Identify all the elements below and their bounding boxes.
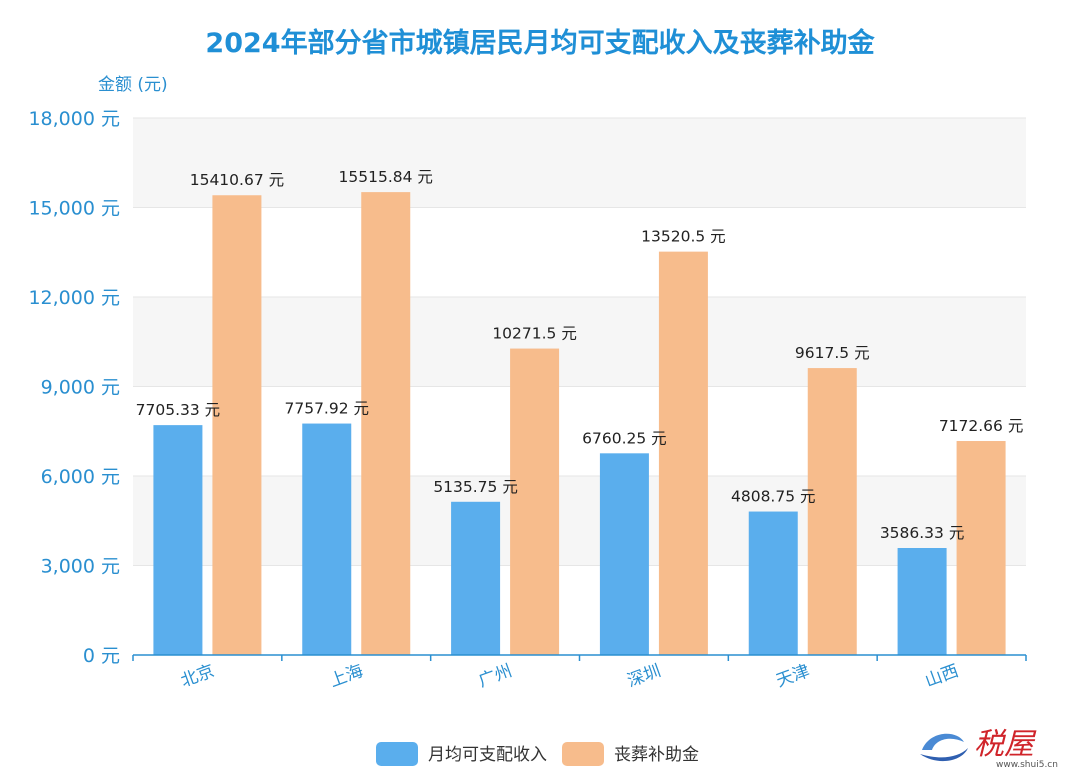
grid-band <box>133 297 1026 387</box>
x-tick-label: 天津 <box>774 661 813 691</box>
bar-labels: 7705.33 元 7757.92 元 5135.75 元 6760.25 元 4808… <box>136 168 1024 542</box>
legend-label: 丧葬补助金 <box>614 745 699 765</box>
y-axis-ticks: 0 元 3,000 元 6,000 元 9,000 元 12,000 元 15,000 元… <box>28 108 120 667</box>
bar-income <box>599 453 649 655</box>
legend-item-funeral-subsidy[interactable]: 丧葬补助金 <box>562 742 699 766</box>
x-tick-label: 深圳 <box>625 661 664 691</box>
bar-data-label: 15515.84 元 <box>339 168 433 186</box>
bar-funeral-subsidy <box>956 441 1006 655</box>
bar-data-label: 3586.33 元 <box>880 524 965 542</box>
bar-data-label: 7172.66 元 <box>939 417 1024 435</box>
bar-income <box>897 548 947 655</box>
bar-funeral-subsidy <box>212 195 262 655</box>
bar-data-label: 7705.33 元 <box>136 401 221 419</box>
bar-data-label: 10271.5 元 <box>492 325 577 343</box>
bar-income <box>302 423 352 655</box>
y-tick-label: 18,000 元 <box>28 108 120 130</box>
bar-data-label: 15410.67 元 <box>190 171 284 189</box>
bar-data-label: 4808.75 元 <box>731 488 816 506</box>
grid-bands <box>133 118 1026 566</box>
watermark-swoosh-icon <box>922 733 964 750</box>
y-tick-label: 0 元 <box>83 645 120 667</box>
x-tick-label: 北京 <box>178 661 217 691</box>
legend-swatch <box>562 742 604 766</box>
x-tick-label: 广州 <box>476 661 515 691</box>
grid-lines <box>133 117 1026 566</box>
bar-data-label: 13520.5 元 <box>641 228 726 246</box>
bars <box>153 192 1006 655</box>
legend-item-income[interactable]: 月均可支配收入 <box>376 742 547 766</box>
y-axis-label: 金额 (元) <box>98 75 168 95</box>
bar-income <box>153 425 203 655</box>
y-tick-label: 9,000 元 <box>41 377 120 399</box>
x-tick-label: 山西 <box>922 661 961 691</box>
chart-title: 2024年部分省市城镇居民月均可支配收入及丧葬补助金 <box>205 27 875 59</box>
y-tick-label: 6,000 元 <box>41 466 120 488</box>
bar-data-label: 5135.75 元 <box>433 478 518 496</box>
watermark-text: 税屋 <box>974 727 1037 762</box>
bar-income <box>451 501 501 655</box>
bar-income <box>748 511 798 655</box>
bar-data-label: 7757.92 元 <box>284 400 369 418</box>
grid-band <box>133 118 1026 208</box>
y-tick-label: 15,000 元 <box>28 198 120 220</box>
legend-label: 月均可支配收入 <box>428 745 547 765</box>
bar-funeral-subsidy <box>361 192 411 655</box>
y-tick-label: 3,000 元 <box>41 556 120 578</box>
bar-funeral-subsidy <box>510 348 560 655</box>
x-tick-label: 上海 <box>327 661 366 691</box>
x-axis: 北京 上海 广州 深圳 天津 山西 <box>132 654 1027 692</box>
grid-band <box>133 476 1026 566</box>
legend[interactable]: 月均可支配收入 丧葬补助金 <box>376 742 699 766</box>
legend-swatch <box>376 742 418 766</box>
watermark-logo: 税屋 www.shui5.cn <box>920 727 1058 770</box>
y-tick-label: 12,000 元 <box>28 287 120 309</box>
watermark-swoosh-icon <box>920 748 968 762</box>
watermark-site: www.shui5.cn <box>996 760 1058 770</box>
bar-funeral-subsidy <box>807 368 857 655</box>
bar-data-label: 9617.5 元 <box>795 344 870 362</box>
bar-data-label: 6760.25 元 <box>582 429 667 447</box>
bar-funeral-subsidy <box>658 251 708 655</box>
